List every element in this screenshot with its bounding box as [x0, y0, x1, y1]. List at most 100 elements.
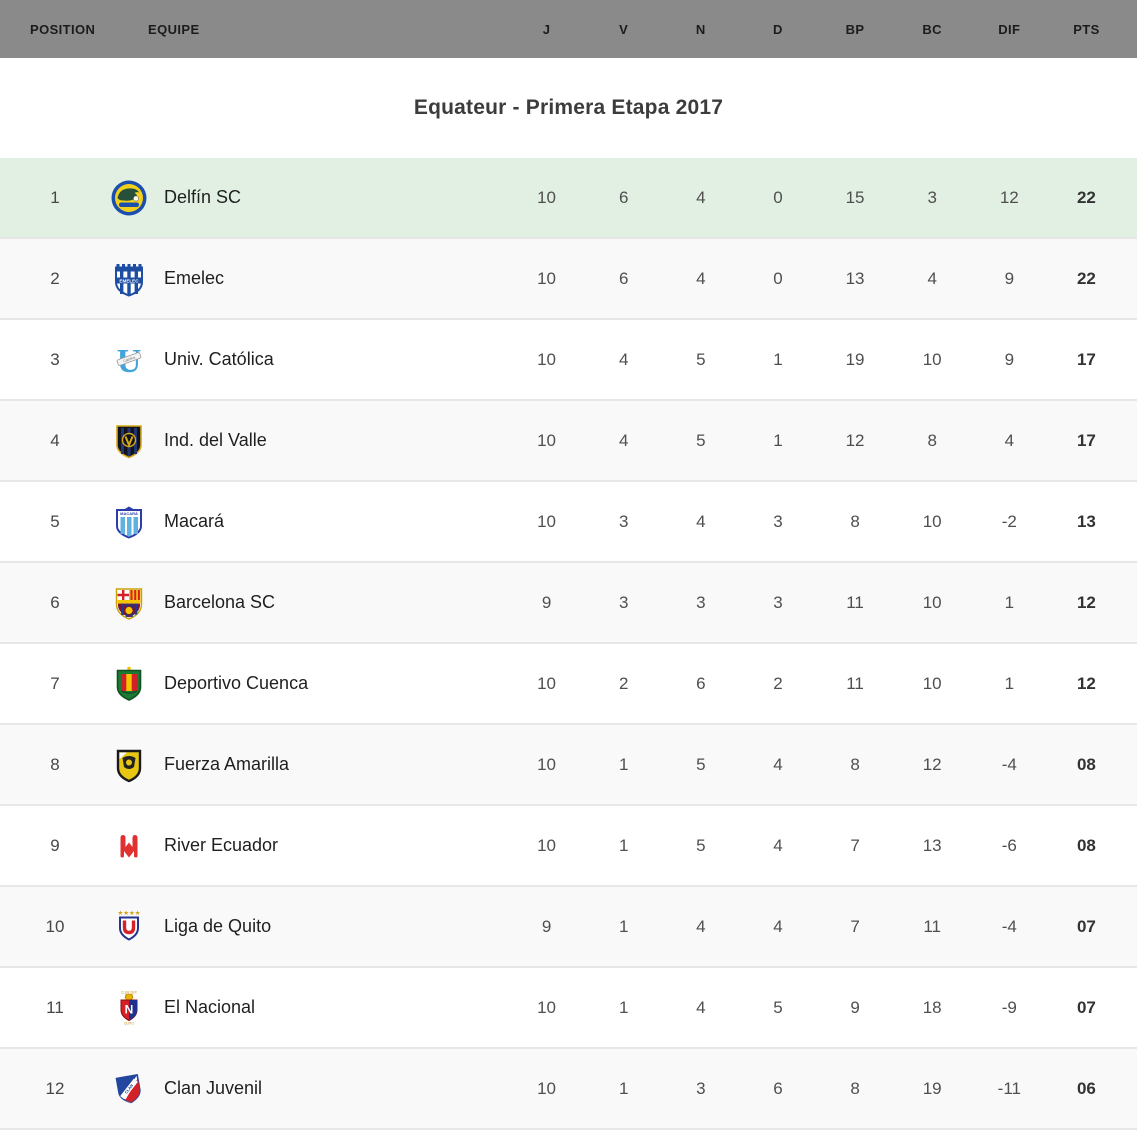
stat-d: 1 [773, 349, 783, 369]
position-number: 3 [50, 349, 60, 369]
stat-n: 4 [696, 916, 706, 936]
stat-j: 9 [541, 916, 552, 936]
table-row: 2 EMELEC Emelec 10 6 4 0 13 4 9 22 [0, 239, 1137, 320]
position-number: 9 [50, 835, 60, 855]
liga-de-quito-crest-icon: ★★★★ [110, 908, 148, 946]
stat-dif: -11 [997, 1078, 1021, 1098]
svg-text:EMELEC: EMELEC [119, 278, 139, 283]
stat-bc: 13 [922, 835, 942, 855]
stat-d: 3 [773, 592, 783, 612]
stat-bp: 8 [850, 754, 860, 774]
stat-v: 3 [618, 592, 629, 612]
stat-d: 2 [773, 673, 783, 693]
stat-d: 4 [773, 835, 783, 855]
fuerza-amarilla-crest-icon [110, 746, 148, 784]
stat-dif: -2 [1001, 511, 1017, 531]
team-name: Fuerza Amarilla [164, 754, 290, 774]
univ-catolica-crest-icon: U Católica [110, 341, 148, 379]
stat-j: 10 [537, 187, 557, 207]
column-header-equipe: EQUIPE [148, 21, 200, 37]
stat-bp: 13 [845, 268, 865, 288]
stat-dif: 1 [1004, 673, 1015, 693]
team-name: Deportivo Cuenca [164, 673, 309, 693]
svg-text:QUITO: QUITO [124, 1021, 135, 1025]
table-row: 9 River Ecuador 10 1 5 4 7 13 -6 08 [0, 806, 1137, 887]
stat-d: 0 [773, 187, 783, 207]
stat-bp: 12 [845, 430, 865, 450]
stat-v: 1 [618, 754, 629, 774]
stat-bc: 3 [927, 187, 937, 207]
column-header-bc: BC [922, 21, 942, 37]
table-row: 12 CLAN Clan Juvenil 10 1 3 6 8 19 -11 06 [0, 1049, 1137, 1130]
stat-n: 3 [696, 592, 706, 612]
stat-bc: 4 [927, 268, 937, 288]
stat-pts: 12 [1076, 673, 1096, 693]
table-row: 6 Barcelona SC 9 3 3 3 11 10 1 12 [0, 563, 1137, 644]
stat-n: 5 [696, 754, 706, 774]
stat-dif: -9 [1001, 997, 1017, 1017]
title-band: Equateur - Primera Etapa 2017 [0, 58, 1137, 158]
stat-bc: 12 [922, 754, 942, 774]
stat-j: 10 [537, 673, 557, 693]
stat-n: 4 [696, 511, 706, 531]
stat-j: 10 [537, 268, 557, 288]
stat-bc: 11 [923, 916, 942, 936]
clan-juvenil-crest-icon: CLAN [110, 1070, 148, 1108]
stat-bp: 7 [850, 835, 860, 855]
position-number: 4 [50, 430, 60, 450]
stat-j: 10 [537, 997, 557, 1017]
table-row: 4 Ind. del Valle 10 4 5 1 12 8 4 17 [0, 401, 1137, 482]
stat-n: 4 [696, 997, 706, 1017]
stat-n: 4 [696, 268, 706, 288]
team-name: Delfín SC [164, 187, 242, 207]
stat-pts: 06 [1076, 1078, 1096, 1098]
team-name: Macará [164, 511, 225, 531]
stat-bc: 10 [922, 673, 942, 693]
ind-del-valle-crest-icon [110, 422, 148, 460]
column-header-bp: BP [845, 21, 865, 37]
stat-n: 5 [696, 430, 706, 450]
stat-dif: 1 [1004, 592, 1015, 612]
table-row: 7 Deportivo Cuenca 10 2 6 2 11 10 1 12 [0, 644, 1137, 725]
team-name: Ind. del Valle [164, 430, 267, 450]
stat-bp: 11 [846, 592, 864, 612]
column-header-pts: PTS [1073, 21, 1100, 37]
team-name: Liga de Quito [164, 916, 272, 936]
stat-pts: 08 [1076, 754, 1096, 774]
stat-dif: 9 [1004, 268, 1015, 288]
stat-d: 5 [773, 997, 783, 1017]
stat-bp: 15 [845, 187, 865, 207]
team-cell: Ind. del Valle [110, 422, 508, 460]
team-cell: CLAN Clan Juvenil [110, 1070, 508, 1108]
stat-pts: 17 [1076, 430, 1096, 450]
stat-bp: 7 [850, 916, 860, 936]
stat-d: 4 [773, 916, 783, 936]
team-name: River Ecuador [164, 835, 279, 855]
team-cell: Barcelona SC [110, 584, 508, 622]
team-name: Emelec [164, 268, 225, 288]
stat-v: 2 [618, 673, 629, 693]
stat-n: 4 [696, 187, 706, 207]
column-header-v: V [619, 21, 629, 37]
stat-dif: 4 [1004, 430, 1015, 450]
page-title: Equateur - Primera Etapa 2017 [413, 96, 724, 119]
stat-d: 3 [773, 511, 783, 531]
river-ecuador-crest-icon [110, 827, 148, 865]
svg-text:MACARÁ: MACARÁ [120, 511, 138, 516]
stat-j: 10 [537, 511, 557, 531]
stat-j: 10 [537, 349, 557, 369]
position-number: 8 [50, 754, 60, 774]
table-row: 11 CLUB DEP. N QUITO El Nacional 10 1 4 5 9 18… [0, 968, 1137, 1049]
position-number: 6 [50, 592, 60, 612]
stat-dif: 12 [999, 187, 1019, 207]
svg-text:CLAN: CLAN [123, 1082, 134, 1094]
stat-d: 6 [773, 1078, 783, 1098]
stat-v: 1 [618, 1078, 629, 1098]
position-number: 5 [50, 511, 60, 531]
stat-v: 1 [618, 916, 629, 936]
stat-pts: 17 [1076, 349, 1096, 369]
team-cell: EMELEC Emelec [110, 260, 508, 298]
team-cell: Delfín SC [110, 179, 508, 217]
position-number: 12 [45, 1078, 65, 1098]
position-number: 7 [50, 673, 60, 693]
